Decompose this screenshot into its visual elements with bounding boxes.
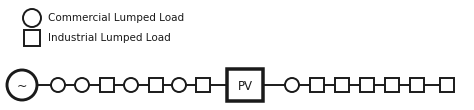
Text: Industrial Lumped Load: Industrial Lumped Load (48, 33, 171, 43)
Bar (440, 78, 454, 92)
Bar (24, 30, 40, 46)
Text: ~: ~ (17, 80, 27, 93)
Circle shape (75, 78, 89, 92)
Circle shape (23, 9, 41, 27)
Text: PV: PV (237, 80, 253, 93)
Circle shape (51, 78, 65, 92)
Circle shape (124, 78, 138, 92)
Bar (100, 78, 114, 92)
Bar (196, 78, 210, 92)
Text: Commercial Lumped Load: Commercial Lumped Load (48, 13, 184, 23)
Bar (410, 78, 424, 92)
Circle shape (285, 78, 299, 92)
Bar (385, 78, 399, 92)
Bar (335, 78, 349, 92)
Bar (360, 78, 374, 92)
Circle shape (172, 78, 186, 92)
Bar (310, 78, 324, 92)
Circle shape (7, 70, 37, 100)
Bar (227, 69, 263, 101)
Bar (149, 78, 163, 92)
